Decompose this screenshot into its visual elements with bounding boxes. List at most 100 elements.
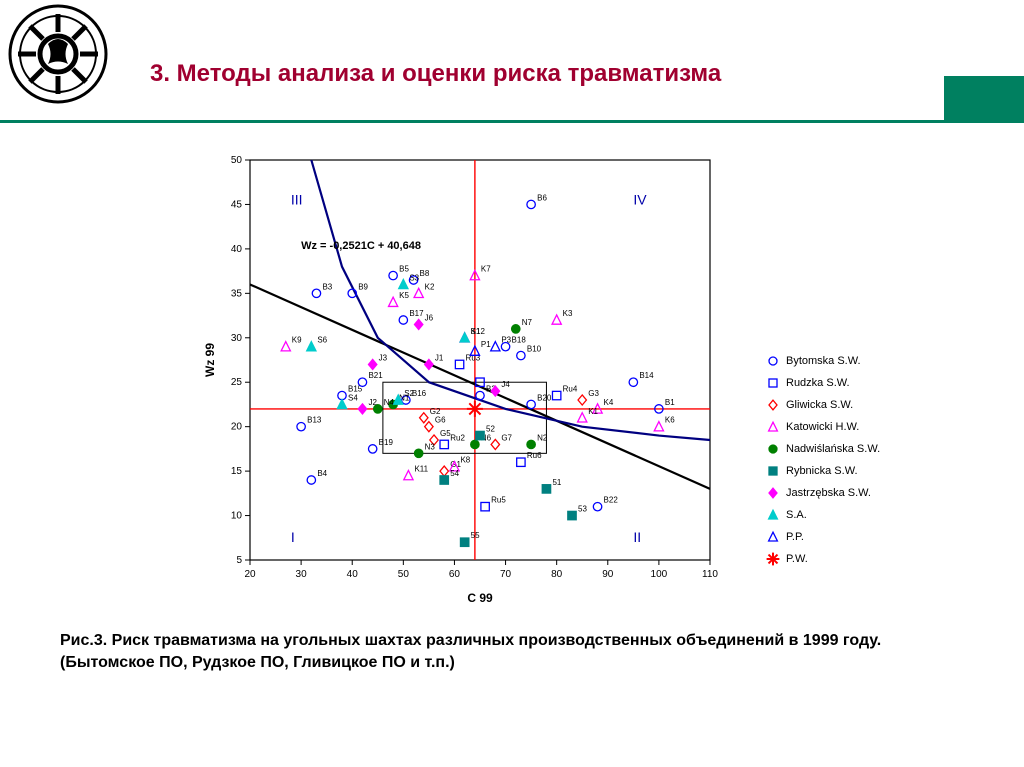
svg-text:Wz = -0,2521C + 40,648: Wz = -0,2521C + 40,648 — [301, 240, 421, 252]
svg-text:20: 20 — [244, 569, 256, 580]
svg-text:35: 35 — [231, 288, 243, 299]
header: 3. Методы анализа и оценки риска травмат… — [0, 0, 1024, 120]
svg-text:10: 10 — [231, 511, 243, 522]
svg-text:B20: B20 — [537, 393, 552, 402]
svg-text:C 99: C 99 — [467, 591, 493, 605]
svg-text:53: 53 — [578, 505, 587, 514]
svg-text:I: I — [291, 529, 295, 545]
slide: 3. Методы анализа и оценки риска травмат… — [0, 0, 1024, 767]
svg-text:100: 100 — [651, 569, 668, 580]
svg-text:N7: N7 — [522, 318, 533, 327]
svg-text:B21: B21 — [368, 371, 383, 380]
svg-text:B19: B19 — [379, 438, 394, 447]
svg-text:Ru6: Ru6 — [527, 451, 542, 460]
figure-caption: Рис.3. Риск травматизма на угольных шахт… — [60, 630, 960, 673]
legend-item: P.P. — [760, 526, 880, 548]
svg-text:S3: S3 — [409, 273, 419, 282]
svg-text:J2: J2 — [368, 398, 377, 407]
svg-text:S4: S4 — [348, 393, 358, 402]
svg-text:51: 51 — [552, 478, 561, 487]
svg-text:G2: G2 — [430, 407, 441, 416]
svg-text:J3: J3 — [379, 353, 388, 362]
svg-text:40: 40 — [231, 244, 243, 255]
svg-text:50: 50 — [231, 155, 243, 166]
svg-text:B9: B9 — [358, 282, 368, 291]
svg-text:N3: N3 — [425, 442, 436, 451]
svg-text:15: 15 — [231, 466, 243, 477]
svg-text:50: 50 — [398, 569, 410, 580]
svg-text:Wz 99: Wz 99 — [203, 343, 217, 377]
svg-text:110: 110 — [702, 569, 718, 580]
legend-label: Jastrzębska S.W. — [786, 487, 871, 499]
legend-item: Bytomska S.W. — [760, 350, 880, 372]
svg-text:B14: B14 — [639, 371, 654, 380]
divider — [0, 120, 1024, 123]
svg-text:K8: K8 — [460, 456, 470, 465]
svg-text:G7: G7 — [501, 433, 512, 442]
svg-text:K6: K6 — [665, 416, 675, 425]
chart-legend: Bytomska S.W. Rudzka S.W.Gliwicka S.W. Kat… — [760, 350, 880, 570]
svg-text:K1: K1 — [588, 407, 598, 416]
svg-text:B22: B22 — [604, 496, 619, 505]
svg-text:Ru5: Ru5 — [491, 496, 506, 505]
legend-item: S.A. — [760, 504, 880, 526]
svg-text:B10: B10 — [527, 345, 542, 354]
svg-text:K4: K4 — [604, 398, 614, 407]
legend-item: Rudzka S.W. — [760, 372, 880, 394]
legend-item: P.W. — [760, 548, 880, 570]
svg-text:B16: B16 — [412, 389, 427, 398]
svg-text:B8: B8 — [420, 269, 430, 278]
svg-text:J1: J1 — [435, 353, 444, 362]
svg-text:40: 40 — [347, 569, 359, 580]
svg-text:B13: B13 — [307, 416, 322, 425]
svg-text:J6: J6 — [425, 313, 434, 322]
legend-label: S.A. — [786, 509, 807, 521]
legend-item: Jastrzębska S.W. — [760, 482, 880, 504]
legend-label: Bytomska S.W. — [786, 355, 861, 367]
svg-text:N4: N4 — [384, 398, 395, 407]
svg-text:K9: K9 — [292, 336, 302, 345]
svg-text:30: 30 — [296, 569, 308, 580]
svg-text:5: 5 — [236, 555, 242, 566]
scatter-chart: 2030405060708090100110510152025303540455… — [200, 150, 720, 610]
legend-label: P.P. — [786, 531, 804, 543]
svg-text:45: 45 — [231, 199, 243, 210]
accent-box — [944, 76, 1024, 120]
svg-text:B3: B3 — [322, 282, 332, 291]
svg-text:B6: B6 — [537, 193, 547, 202]
svg-text:P1: P1 — [481, 340, 491, 349]
university-logo — [8, 4, 108, 104]
svg-text:J4: J4 — [501, 380, 510, 389]
svg-text:B4: B4 — [317, 469, 327, 478]
legend-item: Rybnicka S.W. — [760, 460, 880, 482]
legend-label: Katowicki H.W. — [786, 421, 859, 433]
svg-text:30: 30 — [231, 333, 243, 344]
svg-text:K5: K5 — [399, 291, 409, 300]
svg-text:90: 90 — [602, 569, 614, 580]
legend-label: Nadwiślańska S.W. — [786, 443, 880, 455]
svg-text:20: 20 — [231, 422, 243, 433]
slide-title: 3. Методы анализа и оценки риска травмат… — [150, 60, 721, 88]
svg-text:G5: G5 — [440, 429, 451, 438]
svg-text:B18: B18 — [512, 336, 527, 345]
svg-text:G3: G3 — [588, 389, 599, 398]
svg-text:P3: P3 — [501, 336, 511, 345]
svg-text:K2: K2 — [425, 282, 435, 291]
svg-text:Ru2: Ru2 — [450, 433, 465, 442]
svg-text:52: 52 — [486, 425, 495, 434]
svg-text:B17: B17 — [409, 309, 424, 318]
svg-text:K7: K7 — [481, 265, 491, 274]
svg-text:III: III — [291, 191, 303, 207]
legend-item: Gliwicka S.W. — [760, 394, 880, 416]
svg-text:K11: K11 — [414, 465, 428, 474]
svg-text:IV: IV — [633, 191, 647, 207]
svg-text:B1: B1 — [665, 398, 675, 407]
legend-label: Rybnicka S.W. — [786, 465, 858, 477]
svg-text:25: 25 — [231, 377, 243, 388]
svg-text:N2: N2 — [537, 433, 548, 442]
svg-text:II: II — [633, 529, 641, 545]
svg-text:55: 55 — [471, 531, 480, 540]
svg-text:70: 70 — [500, 569, 512, 580]
legend-item: Katowicki H.W. — [760, 416, 880, 438]
svg-text:B5: B5 — [399, 265, 409, 274]
